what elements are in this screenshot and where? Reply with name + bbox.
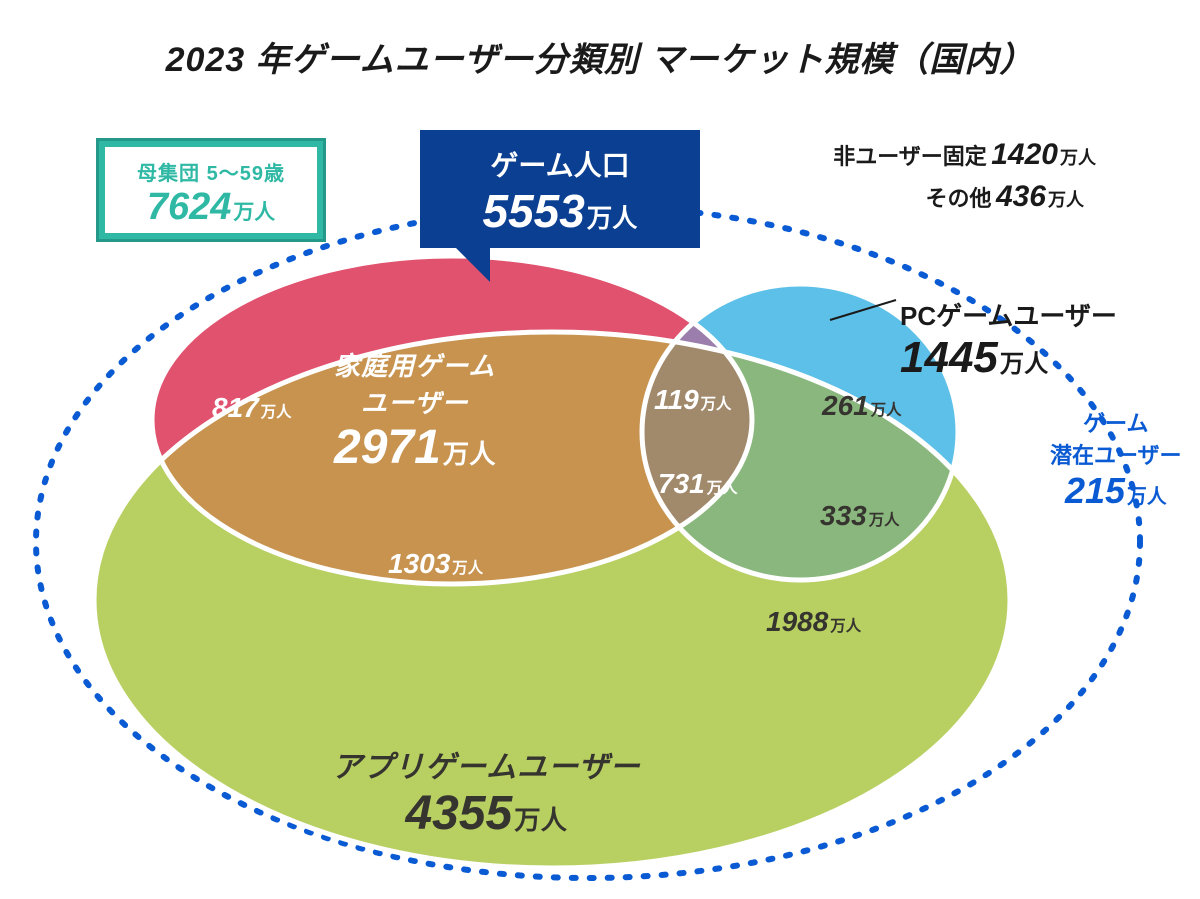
side-stat-1: その他 436万人 [925,180,1084,214]
chart-title: 2023 年ゲームユーザー分類別 マーケット規模（国内） [0,32,1200,81]
callout-tail [450,242,490,282]
population-value: 7624万人 [123,186,299,229]
potential-user-label: ゲーム 潜在ユーザー 215万人 [1050,406,1182,512]
console-user-total: 2971万人 [334,420,496,475]
pc-user-total: 1445万人 [900,333,1117,383]
segment-all_three: 731万人 [658,468,738,500]
callout-value: 5553万人 [442,184,678,238]
pc-user-label-text: PCゲームユーザー [900,296,1117,333]
population-label: 母集団 5〜59歳 [123,157,299,186]
population-box: 母集団 5〜59歳 7624万人 [96,138,326,242]
segment-pc_only: 261万人 [822,390,902,422]
segment-console_pc: 119万人 [654,384,731,416]
callout-label: ゲーム人口 [442,144,678,184]
potential-value: 215万人 [1050,470,1182,512]
app-user-total: 4355万人 [332,786,641,841]
pc-user-label: PCゲームユーザー 1445万人 [900,296,1117,383]
segment-console_only: 817万人 [212,392,292,424]
console-user-label: 家庭用ゲーム ユーザー 2971万人 [334,346,496,475]
potential-line2: 潜在ユーザー [1050,438,1182,470]
app-user-label: アプリゲームユーザー 4355万人 [332,742,641,841]
side-stat-0: 非ユーザー固定 1420万人 [833,138,1096,172]
segment-app_pc: 333万人 [820,500,900,532]
segment-app_only: 1988万人 [766,606,861,638]
segment-console_app: 1303万人 [388,548,483,580]
potential-line1: ゲーム [1050,406,1182,438]
game-population-callout: ゲーム人口 5553万人 [420,130,700,248]
